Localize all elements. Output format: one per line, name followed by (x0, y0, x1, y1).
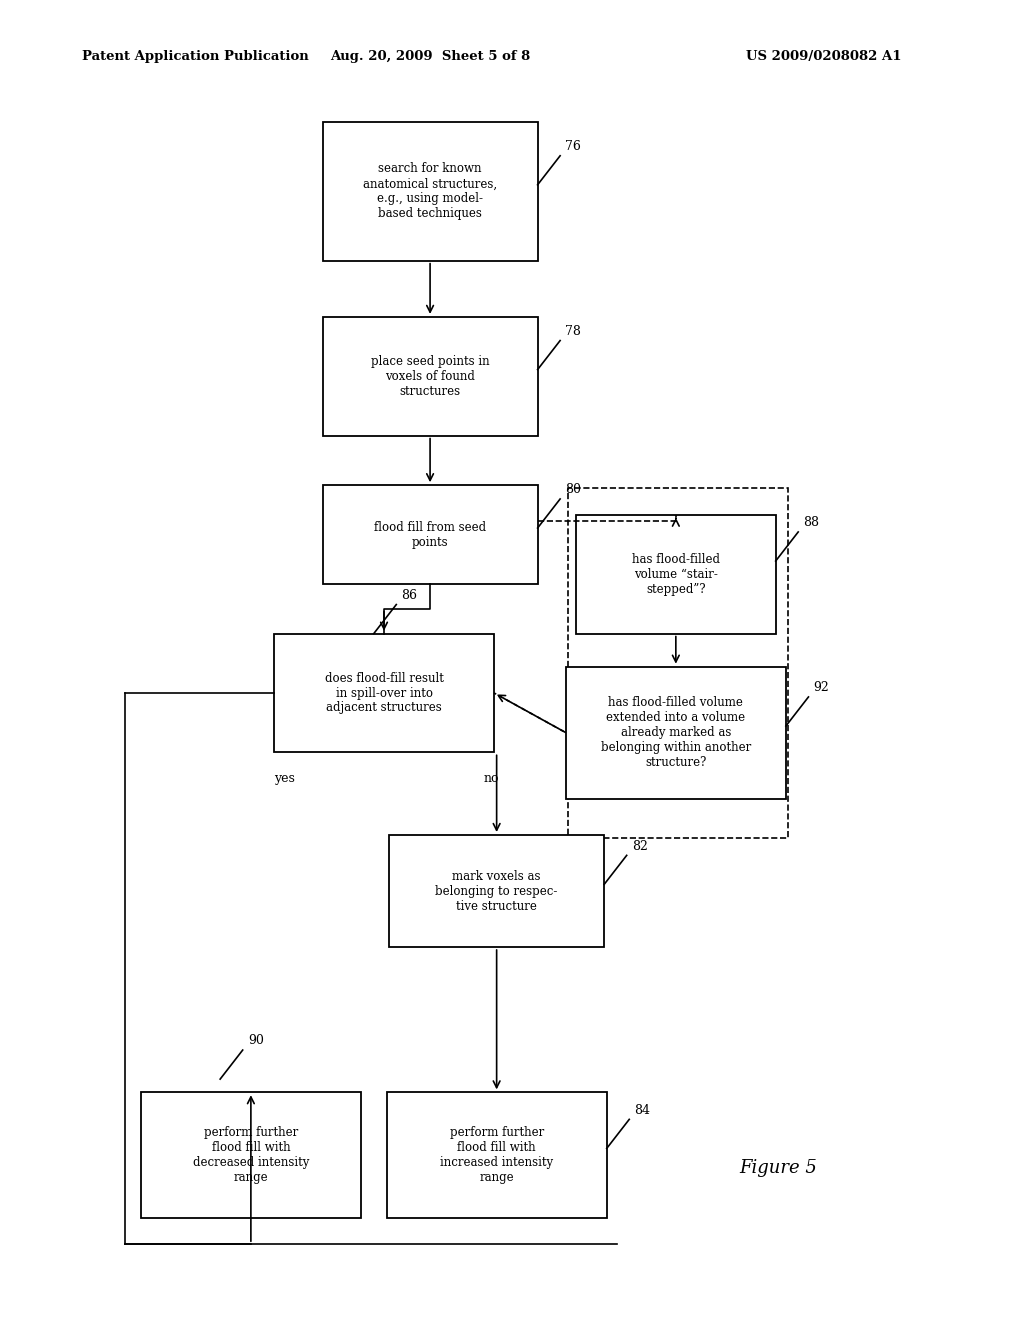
Text: no: no (483, 772, 500, 785)
Text: does flood-fill result
in spill-over into
adjacent structures: does flood-fill result in spill-over int… (325, 672, 443, 714)
Text: mark voxels as
belonging to respec-
tive structure: mark voxels as belonging to respec- tive… (435, 870, 558, 912)
Text: search for known
anatomical structures,
e.g., using model-
based techniques: search for known anatomical structures, … (364, 162, 497, 220)
Text: 82: 82 (632, 840, 648, 853)
Bar (323, 317, 538, 436)
Text: 80: 80 (565, 483, 582, 496)
Bar (389, 834, 604, 948)
Bar (565, 667, 786, 799)
Bar (323, 123, 538, 261)
Text: has flood-filled
volume “stair-
stepped”?: has flood-filled volume “stair- stepped”… (632, 553, 720, 595)
Text: 84: 84 (635, 1104, 650, 1117)
Text: 90: 90 (248, 1035, 264, 1048)
Text: 92: 92 (814, 681, 829, 694)
Text: 76: 76 (565, 140, 582, 153)
Text: perform further
flood fill with
decreased intensity
range: perform further flood fill with decrease… (193, 1126, 309, 1184)
Text: perform further
flood fill with
increased intensity
range: perform further flood fill with increase… (440, 1126, 553, 1184)
Text: Aug. 20, 2009  Sheet 5 of 8: Aug. 20, 2009 Sheet 5 of 8 (330, 50, 530, 63)
Text: place seed points in
voxels of found
structures: place seed points in voxels of found str… (371, 355, 489, 397)
Text: 78: 78 (565, 325, 582, 338)
Text: US 2009/0208082 A1: US 2009/0208082 A1 (745, 50, 901, 63)
Text: Figure 5: Figure 5 (739, 1159, 817, 1177)
Bar (323, 486, 538, 583)
Text: 88: 88 (804, 516, 819, 529)
Bar (575, 515, 776, 634)
Bar (568, 488, 788, 838)
Bar (387, 1093, 606, 1217)
Bar (141, 1093, 361, 1217)
Text: has flood-filled volume
extended into a volume
already marked as
belonging withi: has flood-filled volume extended into a … (601, 696, 751, 770)
Text: flood fill from seed
points: flood fill from seed points (374, 520, 486, 549)
Text: yes: yes (273, 772, 295, 785)
Text: Patent Application Publication: Patent Application Publication (82, 50, 308, 63)
Text: 86: 86 (401, 589, 418, 602)
Bar (274, 634, 495, 752)
